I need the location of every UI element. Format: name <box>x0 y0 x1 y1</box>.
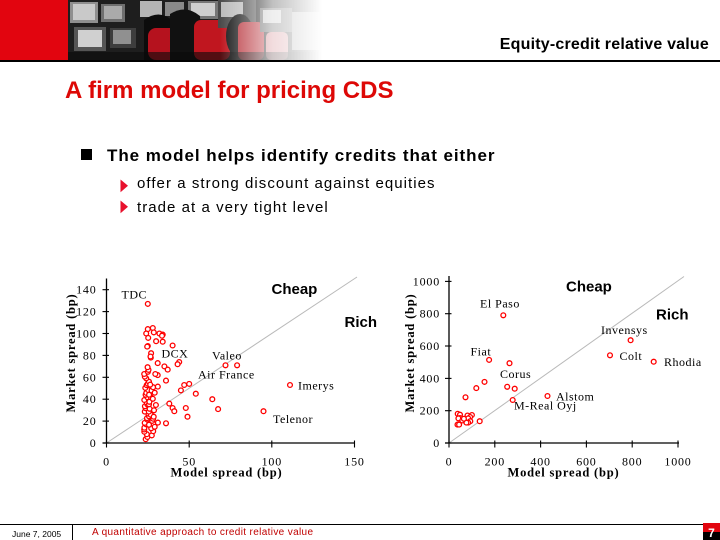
svg-text:Air France: Air France <box>198 368 255 382</box>
svg-text:TDC: TDC <box>122 288 148 302</box>
svg-text:Colt: Colt <box>620 349 643 363</box>
svg-text:Imerys: Imerys <box>298 379 334 393</box>
svg-text:400: 400 <box>530 455 550 469</box>
svg-text:Alstom: Alstom <box>556 390 595 404</box>
svg-text:Rich: Rich <box>656 307 689 324</box>
svg-text:100: 100 <box>262 455 282 469</box>
svg-text:0: 0 <box>90 436 97 450</box>
svg-text:0: 0 <box>446 455 453 469</box>
svg-text:Market spread (bp): Market spread (bp) <box>403 293 417 412</box>
svg-text:50: 50 <box>182 455 196 469</box>
svg-text:Model spread (bp): Model spread (bp) <box>171 466 283 480</box>
svg-text:400: 400 <box>420 371 440 385</box>
svg-text:Cheap: Cheap <box>566 279 612 296</box>
svg-text:Market spread (bp): Market spread (bp) <box>64 293 78 412</box>
svg-text:800: 800 <box>420 307 440 321</box>
svg-text:1000: 1000 <box>413 274 440 288</box>
svg-text:800: 800 <box>622 455 642 469</box>
svg-text:Fiat: Fiat <box>471 345 492 359</box>
svg-text:Cheap: Cheap <box>272 281 318 298</box>
svg-text:200: 200 <box>485 455 505 469</box>
svg-text:20: 20 <box>83 414 97 428</box>
svg-text:El Paso: El Paso <box>480 297 520 311</box>
svg-text:Rhodia: Rhodia <box>664 355 702 369</box>
svg-text:M-Real Oyj: M-Real Oyj <box>514 399 577 413</box>
svg-text:1000: 1000 <box>664 455 691 469</box>
svg-text:0: 0 <box>103 455 110 469</box>
svg-text:Valeo: Valeo <box>212 349 242 363</box>
svg-text:DCX: DCX <box>162 347 189 361</box>
svg-text:Telenor: Telenor <box>273 412 313 426</box>
svg-text:40: 40 <box>83 392 97 406</box>
svg-text:Model spread (bp): Model spread (bp) <box>508 466 620 480</box>
svg-text:120: 120 <box>76 305 96 319</box>
svg-text:60: 60 <box>83 370 97 384</box>
svg-text:140: 140 <box>76 283 96 297</box>
svg-text:Invensys: Invensys <box>601 323 648 337</box>
svg-text:Rich: Rich <box>345 314 378 331</box>
svg-text:600: 600 <box>576 455 596 469</box>
svg-text:600: 600 <box>420 339 440 353</box>
svg-text:200: 200 <box>420 404 440 418</box>
svg-text:100: 100 <box>76 327 96 341</box>
svg-text:80: 80 <box>83 348 97 362</box>
svg-text:0: 0 <box>433 436 440 450</box>
svg-text:Corus: Corus <box>500 367 531 381</box>
svg-text:150: 150 <box>344 455 364 469</box>
